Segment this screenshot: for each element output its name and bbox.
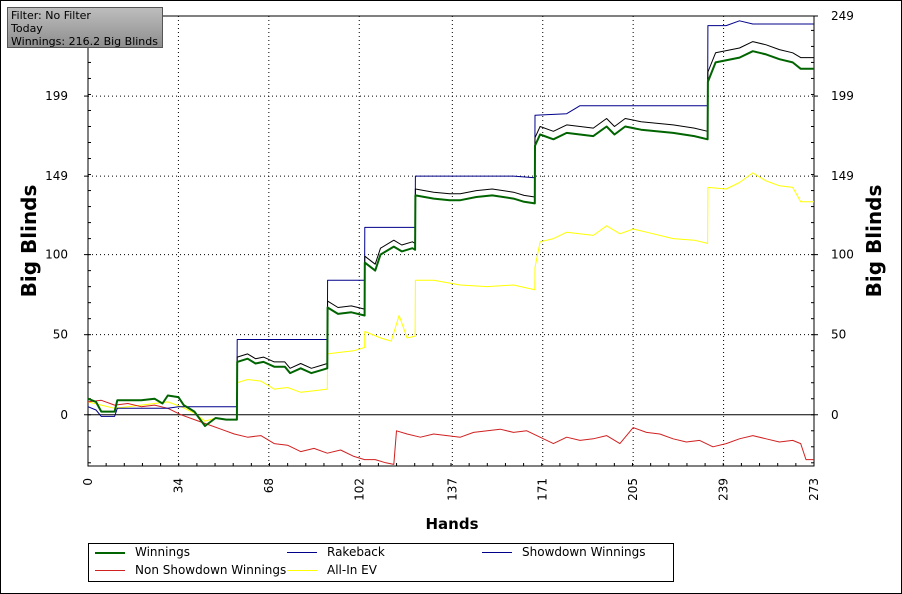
legend-label: Rakeback: [327, 545, 385, 559]
y-tick-label-right: 199: [831, 89, 854, 103]
y-axis-label-left: Big Blinds: [17, 185, 41, 298]
legend-swatch-showdown: [482, 552, 512, 553]
legend-swatch-all-in-ev: [287, 570, 317, 571]
y-tick-label-left: 100: [45, 248, 68, 262]
series-line-rakeback: [87, 41, 814, 427]
plot-border: [87, 15, 815, 467]
filter-info-box: Filter: No Filter Today Winnings: 216.2 …: [7, 7, 163, 48]
y-tick-label-left: 0: [60, 408, 68, 422]
y-axis-label-right: Big Blinds: [862, 185, 886, 298]
legend-swatch-rakeback: [287, 552, 317, 553]
legend-label: Showdown Winnings: [522, 545, 646, 559]
grid: [88, 15, 814, 466]
series-line-winnings: [87, 50, 814, 427]
axes: [84, 15, 818, 467]
y-tick-label-right: 249: [831, 9, 854, 23]
legend-label: All-In EV: [327, 563, 377, 577]
x-tick-label: 205: [626, 478, 640, 501]
legend-label: Winnings: [135, 545, 190, 559]
series-line-showdown-winnings: [87, 20, 814, 417]
x-tick-label: 34: [171, 478, 185, 493]
series-line-non-showdown-winnings: [87, 399, 814, 465]
filter-line: Filter: No Filter: [11, 9, 91, 22]
y-tick-label-right: 50: [831, 328, 846, 342]
y-tick-label-left: 50: [53, 328, 68, 342]
legend: Winnings Rakeback Showdown Winnings Non …: [88, 543, 674, 582]
x-tick-label: 171: [536, 478, 550, 501]
legend-label: Non Showdown Winnings: [135, 563, 287, 577]
x-tick-label: 102: [352, 478, 366, 501]
legend-swatch-non-showdown: [95, 570, 125, 571]
y-tick-label-right: 100: [831, 248, 854, 262]
x-tick-label: 239: [717, 478, 731, 501]
x-axis-label: Hands: [425, 515, 478, 533]
y-tick-label-left: 199: [45, 89, 68, 103]
y-tick-label-right: 0: [831, 408, 839, 422]
y-tick-label-right: 149: [831, 169, 854, 183]
x-tick-label: 273: [807, 478, 821, 501]
x-tick-label: 68: [262, 478, 276, 493]
winnings-summary-line: Winnings: 216.2 Big Blinds: [11, 35, 158, 48]
series-line-all-in-ev: [87, 172, 814, 422]
x-tick-label: 137: [445, 478, 459, 501]
x-tick-label: 0: [81, 478, 95, 486]
legend-swatch-winnings: [95, 552, 125, 554]
date-range-line: Today: [11, 22, 43, 35]
series-lines: [87, 20, 814, 465]
y-tick-label-left: 149: [45, 169, 68, 183]
